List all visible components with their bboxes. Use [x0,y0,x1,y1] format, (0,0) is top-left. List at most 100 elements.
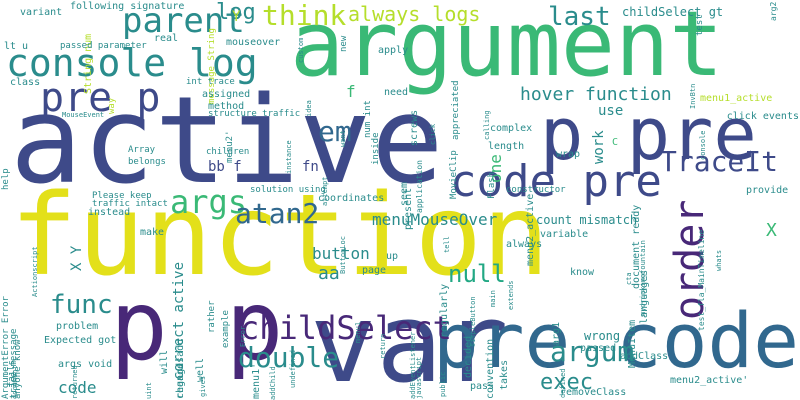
word-instance: instance [285,140,293,174]
word-fn: fn [302,159,319,175]
word-hover-function: hover function [520,84,672,105]
word-int-trace: int trace [186,77,235,87]
word-em: em [318,115,352,148]
word-flash: Flash [487,171,497,199]
word-always: always [506,239,543,250]
word-public: public [439,371,447,397]
word-p-pre: p pre [540,92,757,176]
word-always-logs: always logs [348,2,481,26]
word-mouseevent: MouseEvent [62,111,105,119]
word-invbtn: InvBtn [689,83,697,109]
word-argumenterror-error: ArgumentError Error [1,296,11,399]
word-attempt: attempt [321,176,329,206]
word-error: Error [239,325,247,347]
word-passed: passed [580,343,617,354]
word-c: C [612,137,619,148]
word-please-keep: Please keep [92,191,152,201]
word-rather: rather [207,300,217,333]
word-test-fla-maintimeline: test_fla_MainTimeline [697,229,706,331]
word-idea: idea [305,100,313,117]
word-bb-f: bb f [208,159,242,175]
word-problem: problem [56,321,99,332]
word-pass: pass [470,381,495,392]
word-mydrinkingfountain: mydrinkingfountain [639,240,647,316]
word-belongs: belongs [128,157,166,167]
word-takes: takes [499,359,510,390]
word-childselect: childSelect [240,309,452,347]
word-class: class [10,77,41,88]
word-solution-using: solution using [250,185,326,195]
word-help: help [1,168,11,190]
word-apply: apply [378,45,409,56]
word-atan2: atan2 [235,197,320,230]
word-parent: parent [122,1,245,41]
word-length: length [488,141,525,152]
word-children: children [206,147,250,157]
word-real: real [154,33,179,44]
word-defined: defined [559,368,567,398]
word-x: X [766,220,777,241]
word-console-log: console log [6,41,258,85]
word-func: func [50,290,113,320]
word-test: test [695,14,705,36]
word-click-events: click events [726,111,799,122]
word-count-mismatch: count mismatch [536,213,638,227]
word-assigned: assigned [202,89,251,100]
word-traffic-intact: traffic intact [92,199,168,209]
word-double: double [238,341,340,374]
word-document: document [11,365,19,399]
word-complex: complex [490,123,533,134]
word-pre-p: pre p [40,75,161,121]
word-menumouseover: menuMouseOver [372,210,498,229]
word-seem: seem [399,181,410,206]
word-lt-u: lt u [4,41,29,52]
word-way: way [107,97,117,114]
word-up: up [386,251,399,262]
word-args-void: args void [58,359,113,370]
word-wrap: wrap [556,149,581,160]
word-coordinates: coordinates [318,193,385,204]
word-actionscript: Actionscript [31,246,39,297]
word-code: code [58,378,97,397]
word-appreciated: appreciated [451,80,461,140]
word-addchild: addChild [269,366,277,400]
word-cta: cta [625,272,633,285]
word-active: active [10,72,444,211]
word-null: null [448,260,506,288]
word-want: want [339,130,347,147]
word-menu2-active-quote: menu2_active' [670,375,749,386]
word-argument: argument [290,0,724,97]
word-return: return [379,333,387,359]
word-mouseover: mouseover [226,37,281,48]
word-buttonloc: ButtonLoc [339,236,347,274]
word-menu2-active: menu2_active [525,193,536,266]
word-extends: extends [507,280,515,310]
word-need: need [384,87,409,98]
word-new: new [339,35,349,52]
word-undefined: undefined [289,350,297,388]
word-x-y: X Y [69,245,85,271]
word-application: application [415,160,424,213]
word-button: button [312,244,370,263]
word-whats: whats [715,249,723,271]
word-passed-parameter: passed parameter [60,41,147,51]
word-log: log [216,0,256,25]
word-expected-got: Expected got [44,335,117,346]
word-args: args [170,183,248,221]
word-wrong: wrong [584,329,621,343]
word-following-signature: following signature [70,1,185,12]
word-uint: uint [145,382,153,399]
word-calling: calling [483,110,491,140]
word-tell: tell [443,236,451,253]
word-instead: instead [88,207,131,218]
word-page: page [362,265,387,276]
word-aa: aa [318,263,340,284]
word-last: last [548,2,611,32]
word-function: function [10,171,550,301]
word-click: click [429,123,437,145]
word-make: make [140,227,165,238]
word-change-add: change add [175,338,186,399]
word-gives: gives [199,375,207,397]
word-simplebutton: simpleButton [469,296,477,347]
word-know: know [570,267,595,278]
